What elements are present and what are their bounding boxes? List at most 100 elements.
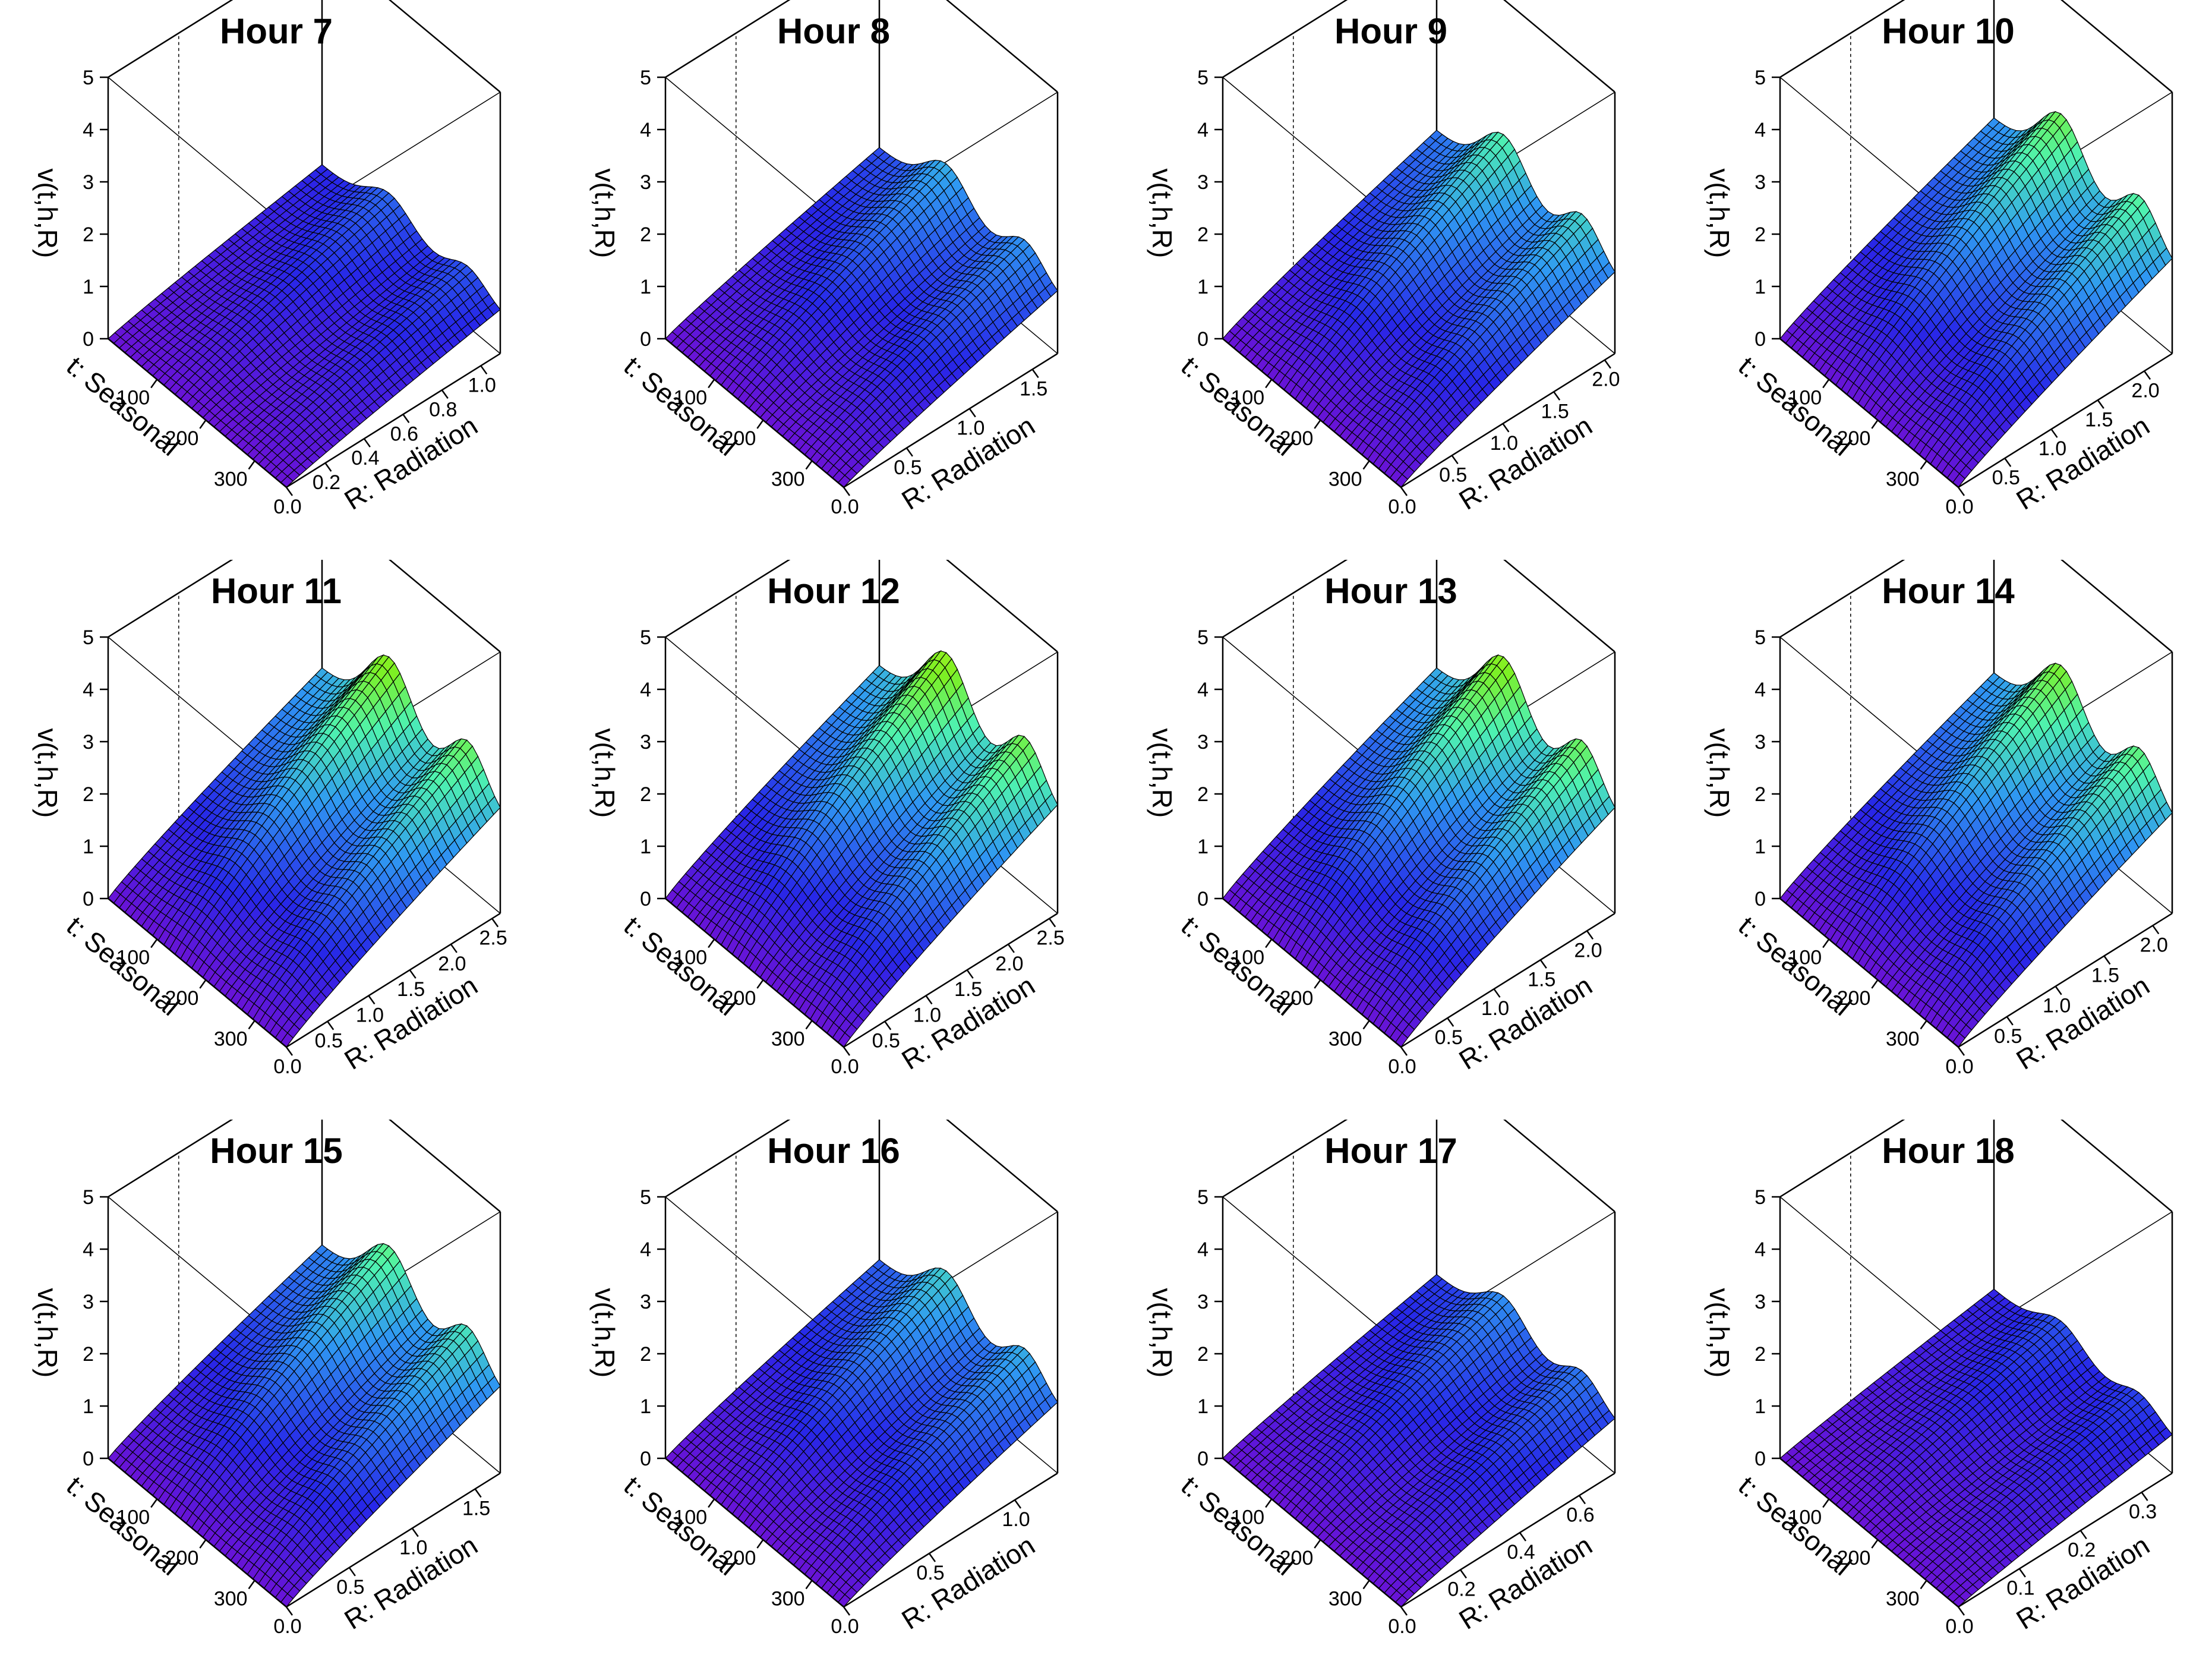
z-tick-label: 3 — [1755, 171, 1766, 194]
z-tick-label: 2 — [83, 223, 94, 246]
r-tick-mark — [842, 487, 851, 496]
t-tick-mark — [1871, 420, 1879, 429]
chart-title: Hour 9 — [1334, 11, 1448, 51]
r-tick-mark — [324, 462, 332, 472]
r-tick-label: 1.0 — [957, 417, 984, 440]
z-tick-label: 2 — [640, 223, 651, 246]
r-axis-label: R: Radiation — [1453, 410, 1597, 516]
t-axis-line — [665, 338, 844, 488]
z-tick-label: 3 — [1197, 171, 1208, 194]
r-tick-label: 0.5 — [1992, 467, 2020, 489]
z-tick-label: 4 — [1197, 119, 1208, 141]
surface-mesh — [1222, 130, 1615, 488]
t-tick-label: 300 — [771, 468, 805, 490]
r-tick-label: 0.5 — [1439, 464, 1467, 486]
r-tick-mark — [1400, 487, 1408, 496]
z-tick-label: 1 — [83, 276, 94, 298]
r-tick-label: 2.0 — [2131, 379, 2159, 402]
t-tick-label: 200 — [165, 427, 199, 450]
r-tick-mark — [363, 438, 371, 447]
z-tick-label: 0 — [1197, 328, 1208, 351]
box-top-rim — [108, 0, 233, 78]
r-tick-mark — [480, 365, 488, 375]
r-tick-label: 0.0 — [1388, 496, 1416, 518]
chart-title: Hour 7 — [219, 11, 333, 51]
r-tick-mark — [402, 414, 410, 423]
t-tick-label: 300 — [214, 468, 248, 490]
z-tick-label: 0 — [83, 328, 94, 351]
chart-panel: Hour 8 0 1 2 3 4 5 v(t,h,R) 100 200 300 t: Seasonal… — [557, 0, 1110, 559]
surface-mesh — [665, 147, 1058, 488]
z-tick-label: 5 — [1755, 67, 1766, 89]
r-tick-label: 0.4 — [351, 447, 379, 469]
t-tick-mark — [199, 420, 207, 429]
t-tick-label: 100 — [673, 386, 707, 409]
chart-title: Hour 11 — [210, 571, 342, 611]
r-tick-label: 0.8 — [429, 398, 457, 421]
z-tick-label: 5 — [83, 67, 94, 89]
surface-mesh — [1779, 111, 2173, 488]
box-top-rim — [389, 560, 501, 653]
t-tick-label: 300 — [1329, 468, 1362, 490]
r-tick-label: 0.0 — [1945, 496, 1973, 518]
r-tick-label: 1.0 — [1490, 432, 1518, 455]
t-tick-mark — [1920, 460, 1927, 470]
t-tick-label: 300 — [1886, 468, 1920, 490]
z-axis-label: v(t,h,R) — [1704, 168, 1735, 258]
t-tick-label: 100 — [1788, 386, 1822, 409]
z-axis-label: v(t,h,R) — [1147, 168, 1178, 258]
z-tick-label: 4 — [83, 119, 94, 141]
t-tick-mark — [1362, 460, 1370, 470]
r-tick-label: 0.0 — [831, 496, 859, 518]
r-tick-mark — [285, 487, 294, 496]
box-top-rim — [1503, 0, 1615, 93]
chart-panel: Hour 10 0 1 2 3 4 5 v(t,h,R) 100 200 300 t: Seasona… — [1672, 0, 2212, 559]
chart-panel: Hour 7 0 1 2 3 4 5 v(t,h,R) 100 200 300 t: Seasonal… — [0, 0, 553, 559]
z-tick-label: 4 — [1755, 119, 1766, 141]
z-tick-label: 2 — [1755, 223, 1766, 246]
t-tick-label: 100 — [1230, 386, 1264, 409]
z-tick-label: 2 — [1197, 223, 1208, 246]
r-tick-label: 1.0 — [468, 374, 496, 396]
t-tick-mark — [805, 460, 813, 470]
r-tick-label: 1.5 — [1020, 377, 1047, 400]
t-tick-mark — [756, 420, 764, 429]
box-top-rim — [665, 77, 844, 226]
z-tick-label: 5 — [1197, 67, 1208, 89]
box-top-rim — [108, 560, 233, 638]
t-axis-line — [108, 338, 287, 488]
box-top-rim — [665, 0, 791, 78]
r-tick-mark — [1604, 359, 1611, 369]
z-axis-label: v(t,h,R) — [589, 168, 620, 258]
r-axis-line — [1958, 352, 2173, 488]
box-top-rim — [2060, 0, 2173, 93]
z-tick-label: 1 — [640, 276, 651, 298]
surface-mesh — [108, 654, 501, 1048]
chart-panel: Hour 9 0 1 2 3 4 5 v(t,h,R) 100 200 300 t: Seasonal… — [1115, 0, 1667, 559]
chart-title: Hour 10 — [1882, 11, 2015, 51]
r-tick-mark — [2144, 370, 2151, 380]
chart-panel: Hour 11 0 1 2 3 4 5 v(t,h,R) 100 200 300 t: Seasona… — [0, 560, 553, 1118]
t-tick-mark — [708, 379, 715, 389]
r-tick-mark — [2004, 458, 2012, 467]
z-tick-label: 5 — [640, 67, 651, 89]
r-tick-mark — [1031, 368, 1039, 379]
z-tick-label: 3 — [83, 171, 94, 194]
chart-title: Hour 8 — [777, 11, 891, 51]
box-top-rim — [389, 0, 501, 93]
t-tick-mark — [248, 460, 255, 470]
r-tick-mark — [1451, 455, 1459, 465]
t-tick-label: 100 — [116, 386, 150, 409]
r-axis-line — [286, 352, 501, 488]
r-tick-label: 1.5 — [1541, 400, 1569, 423]
r-tick-label: 2.0 — [1592, 368, 1620, 391]
r-tick-mark — [1502, 423, 1510, 433]
t-tick-mark — [1314, 420, 1321, 429]
t-tick-mark — [1265, 379, 1273, 389]
t-tick-mark — [150, 379, 158, 389]
r-tick-mark — [968, 408, 976, 418]
z-tick-label: 4 — [640, 119, 651, 141]
